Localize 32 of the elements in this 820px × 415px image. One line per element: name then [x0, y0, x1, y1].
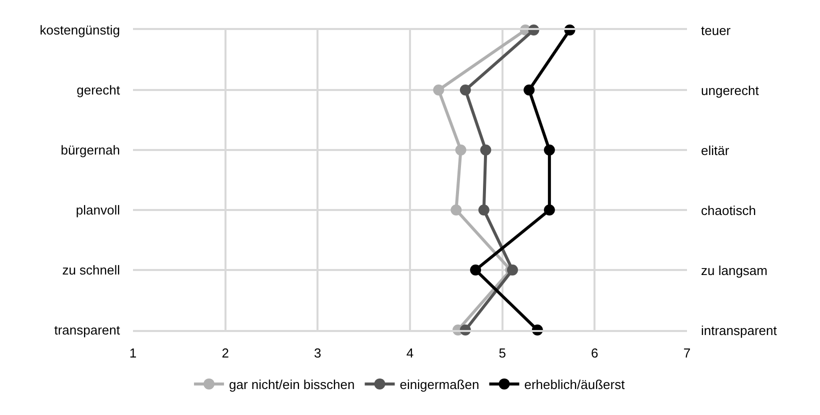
point	[544, 204, 555, 216]
point	[480, 144, 492, 156]
y-tick-label: zu schnell	[62, 262, 120, 278]
point	[470, 264, 482, 276]
point	[524, 84, 535, 96]
y2-tick-label: chaotisch	[701, 203, 756, 218]
x-tick-label: 1	[129, 345, 137, 360]
point	[478, 204, 490, 216]
y2-tick-label: intransparent	[701, 323, 778, 338]
legend-label: gar nicht/ein bisschen	[229, 377, 355, 392]
x-tick-label: 3	[314, 345, 322, 360]
point	[460, 84, 471, 96]
x-tick-label: 5	[498, 345, 506, 360]
legend-label: erheblich/äußerst	[524, 377, 626, 392]
point	[455, 144, 466, 156]
y2-tick-label: zu langsam	[701, 263, 768, 278]
point	[544, 144, 555, 156]
y-tick-label: gerecht	[76, 82, 120, 98]
y-tick-label: planvoll	[76, 202, 120, 218]
point	[433, 84, 444, 96]
x-tick-label: 2	[222, 345, 229, 360]
y2-tick-label: ungerecht	[701, 83, 760, 98]
x-tick-label: 7	[683, 345, 691, 360]
y2-tick-label: elitär	[701, 143, 730, 158]
x-tick-label: 4	[406, 345, 414, 360]
legend-label: einigermaßen	[400, 377, 480, 392]
y-tick-label: bürgernah	[60, 142, 120, 158]
y-tick-label: kostengünstig	[40, 22, 120, 38]
y2-tick-label: teuer	[701, 23, 732, 38]
y-tick-label: transparent	[54, 322, 120, 338]
point	[450, 204, 462, 216]
x-tick-label: 6	[591, 345, 598, 360]
